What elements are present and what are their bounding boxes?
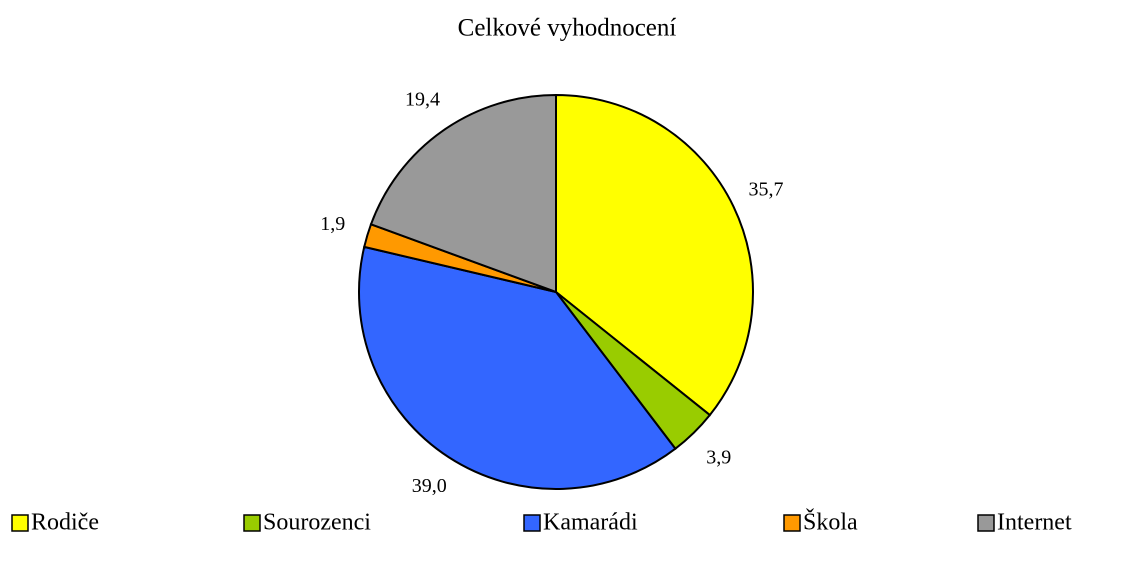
data-label: 19,4 [405,89,440,111]
chart-title: Celkové vyhodnocení [458,15,677,42]
legend-swatch [977,514,995,532]
legend-label: Škola [803,509,858,536]
legend-label: Internet [997,510,1072,536]
data-label: 35,7 [748,179,783,201]
legend-swatch [243,514,261,532]
data-label: 39,0 [412,475,447,497]
legend-swatch [11,514,29,532]
data-label: 3,9 [706,446,731,468]
legend-label: Rodiče [31,510,99,536]
legend-swatch [783,514,801,532]
data-label: 1,9 [320,213,345,235]
pie-slice [555,93,754,417]
pie-slice [369,93,557,294]
legend-swatch [523,514,541,532]
legend-label: Sourozenci [263,510,371,536]
legend-label: Kamarádi [543,510,638,536]
pie-slice [358,245,677,490]
